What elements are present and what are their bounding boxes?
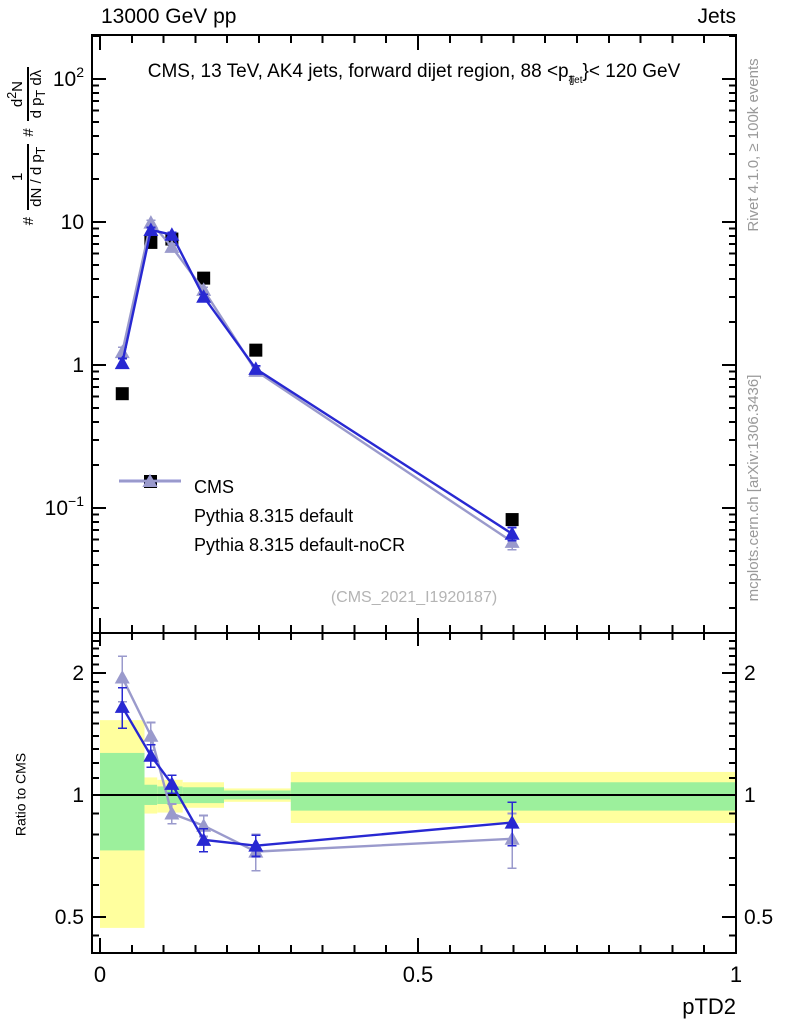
- y-main-tick-label: 10: [61, 211, 84, 234]
- ylabel-hash-1: #: [19, 216, 37, 226]
- legend: CMS Pythia 8.315 default Pythia 8.315 de…: [118, 473, 405, 560]
- y-main-tick-label: 10−1: [45, 493, 85, 520]
- x-axis-label: pTD2: [682, 994, 736, 1019]
- header-beam-energy: 13000 GeV pp: [101, 5, 237, 28]
- header-analysis-group: Jets: [697, 5, 736, 28]
- ratio-y-tick-label-right: 2: [744, 662, 756, 685]
- cms-data-square-marker: [197, 271, 211, 285]
- ratio-y-tick-label-left: 0.5: [55, 906, 84, 929]
- legend-label-pythia-default: Pythia 8.315 default: [194, 506, 354, 526]
- plot-title: CMS, 13 TeV, AK4 jets, forward dijet reg…: [147, 61, 681, 86]
- pythia-nocr-main-triangle-marker: [196, 282, 212, 296]
- pythia-default-ratio-triangle-marker: [196, 832, 212, 846]
- ylabel-fraction-2: d2N d pT dλ: [5, 66, 48, 122]
- x-tick-label: 1: [730, 962, 742, 987]
- legend-item-pythia-nocr: Pythia 8.315 default-noCR: [118, 474, 406, 560]
- x-tick-label: 0: [94, 962, 106, 987]
- pythia-default-main-triangle-marker: [143, 222, 159, 236]
- legend-item-pythia-default: Pythia 8.315 default: [118, 474, 405, 531]
- pythia-nocr-main-triangle-marker: [143, 215, 159, 229]
- pythia-default-ratio-triangle-marker: [143, 748, 159, 762]
- pythia-default-main-triangle-marker: [164, 227, 180, 241]
- pythia-nocr-main-triangle-marker: [114, 344, 130, 359]
- pythia-nocr-ratio-triangle-marker: [114, 669, 130, 684]
- pythia-default-ratio-triangle-marker: [114, 699, 130, 713]
- pythia-nocr-main-triangle-marker: [164, 239, 180, 253]
- ylabel-hash-2: #: [19, 128, 37, 137]
- legend-label-cms: CMS: [194, 477, 234, 497]
- side-note-mcplots: mcplots.cern.ch [arXiv:1306.3436]: [744, 374, 762, 602]
- pythia-nocr-main-line: [121, 220, 513, 543]
- ratio-y-tick-label-right: 0.5: [744, 906, 773, 929]
- pythia-default-ratio-triangle-marker: [248, 838, 264, 852]
- y-main-tick-label: 1: [72, 354, 84, 377]
- ratio-y-tick-label-right: 1: [744, 784, 756, 807]
- cms-data-square-marker: [115, 387, 129, 401]
- plot-title-suffix: }< 120 GeV: [582, 61, 681, 82]
- pythia-default-main-line: [121, 228, 513, 535]
- x-tick-label: 0.5: [403, 962, 434, 987]
- pythia-default-main-triangle-marker: [196, 289, 212, 303]
- y-axis-label: # 1 dN / d pT # d2N d pT dλ: [0, 34, 58, 258]
- watermark-analysis-id: (CMS_2021_I1920187): [330, 589, 498, 606]
- pythia-default-ratio-line: [121, 706, 513, 847]
- pythia-default-main-triangle-marker: [248, 361, 264, 375]
- pythia-default-main-triangle-marker: [114, 355, 130, 370]
- pythia-nocr-ratio-triangle-marker: [143, 728, 159, 742]
- pythia-default-ratio-triangle-marker: [164, 776, 180, 790]
- pythia-default-main-triangle-marker: [504, 526, 520, 540]
- pythia-default-ratio-triangle-marker: [504, 815, 520, 829]
- ratio-y-axis-label: Ratio to CMS: [12, 752, 28, 837]
- cms-data-square-marker: [249, 343, 263, 357]
- ratio-panel-frame: [91, 632, 737, 954]
- y-main-tick-label: 102: [53, 64, 84, 91]
- pythia-nocr-ratio-triangle-marker: [164, 806, 180, 820]
- ratio-y-tick-label-left: 2: [72, 662, 84, 685]
- ylabel-fraction-1: 1 dN / d pT: [9, 143, 48, 210]
- cms-data-square-marker: [505, 513, 519, 527]
- pythia-nocr-ratio-line: [121, 676, 513, 853]
- legend-label-pythia-nocr: Pythia 8.315 default-noCR: [194, 535, 406, 555]
- side-note-rivet: Rivet 4.1.0, ≥ 100k events: [744, 58, 762, 232]
- ratio-uncertainty-band-green: [100, 752, 145, 851]
- ratio-uncertainty-band-green: [290, 782, 736, 811]
- ratio-y-tick-label-left: 1: [72, 784, 84, 807]
- plot-title-prefix: CMS, 13 TeV, AK4 jets, forward dijet reg…: [147, 61, 569, 82]
